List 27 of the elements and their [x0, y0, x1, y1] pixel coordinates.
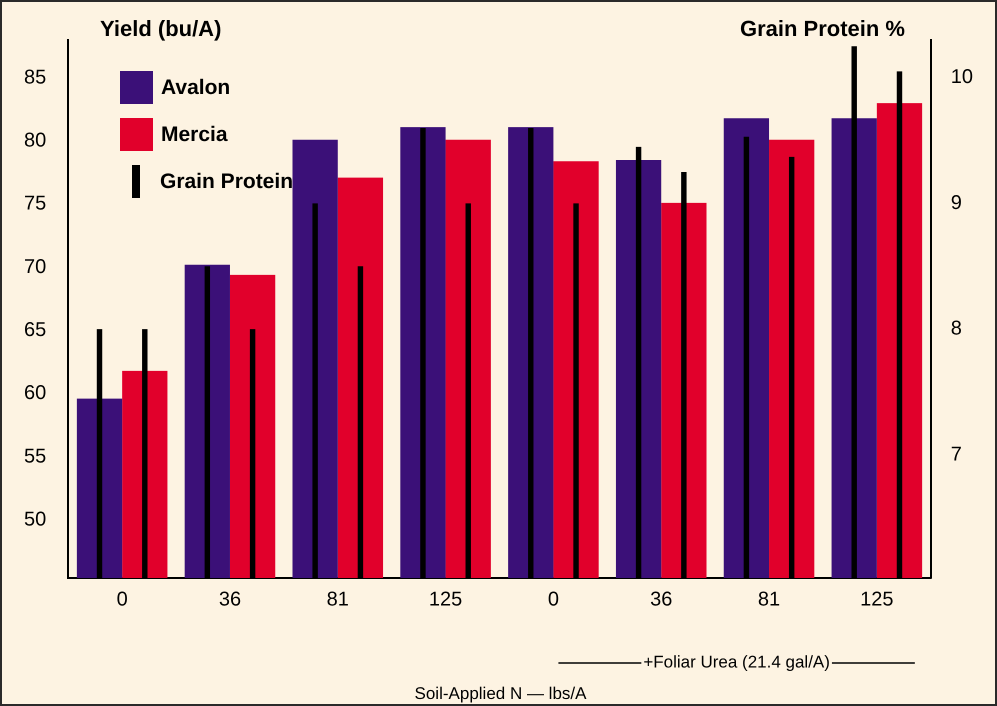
y2-axis-title: Grain Protein % [740, 16, 905, 42]
y-tick-label: 85 [24, 66, 46, 88]
y2-tick-label: 10 [950, 66, 974, 88]
y2-tick-label: 9 [950, 192, 962, 214]
y-axis-title: Yield (bu/A) [100, 16, 222, 42]
x-tick-label: 81 [758, 588, 780, 611]
x-axis-title: Soil-Applied N — lbs/A [414, 684, 588, 704]
y-tick-label: 55 [24, 445, 46, 468]
y-tick-label: 65 [24, 318, 46, 341]
y-tick-label: 75 [24, 192, 46, 215]
y2-tick-label: 7 [950, 443, 962, 466]
y-tick-label: 80 [24, 130, 46, 152]
x-tick-label: 125 [860, 588, 894, 611]
x-tick-label: 0 [116, 588, 128, 611]
legend-label: Avalon [161, 76, 230, 100]
y-tick-label: 50 [24, 508, 46, 530]
y-tick-label: 70 [24, 256, 46, 278]
x-tick-label: 81 [326, 588, 349, 611]
x-tick-label: 0 [548, 588, 559, 611]
legend-label: Mercia [161, 122, 228, 146]
x-tick-label: 125 [428, 588, 462, 611]
x-tick-label: 36 [218, 588, 242, 611]
x-tick-label: 36 [650, 588, 672, 611]
legend-label: Grain Protein [160, 170, 294, 194]
text: +Foliar Urea (21.4 gal/A) [643, 652, 830, 672]
y2-tick-label: 8 [950, 318, 962, 340]
y-tick-label: 60 [24, 382, 46, 404]
